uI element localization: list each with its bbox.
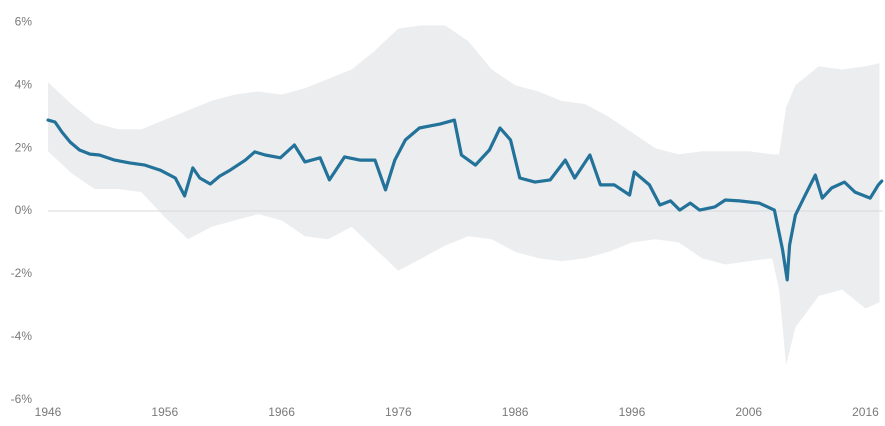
y-tick-label: 2% <box>15 140 33 154</box>
y-tick-label: 6% <box>15 14 33 28</box>
y-tick-label: 0% <box>15 203 33 217</box>
line-layer <box>46 118 884 282</box>
band-layer <box>48 25 880 366</box>
series-line <box>46 118 884 282</box>
x-tick-label: 2016 <box>852 405 879 419</box>
x-tick-label: 1996 <box>619 405 646 419</box>
x-tick-label: 1956 <box>151 405 178 419</box>
label-layer: 6% 4% 2% 0% -2% -4% -6%1946 1956 1966 1976 1986 199… <box>11 14 879 419</box>
range-band <box>48 25 880 366</box>
y-tick-label: -4% <box>11 329 33 343</box>
y-tick-label: -2% <box>11 266 33 280</box>
x-tick-label: 2006 <box>735 405 762 419</box>
y-tick-label: 4% <box>15 77 33 91</box>
x-tick-label: 1986 <box>502 405 529 419</box>
y-tick-label: -6% <box>11 392 33 406</box>
x-tick-label: 1976 <box>385 405 412 419</box>
x-tick-label: 1946 <box>35 405 62 419</box>
x-tick-label: 1966 <box>268 405 295 419</box>
